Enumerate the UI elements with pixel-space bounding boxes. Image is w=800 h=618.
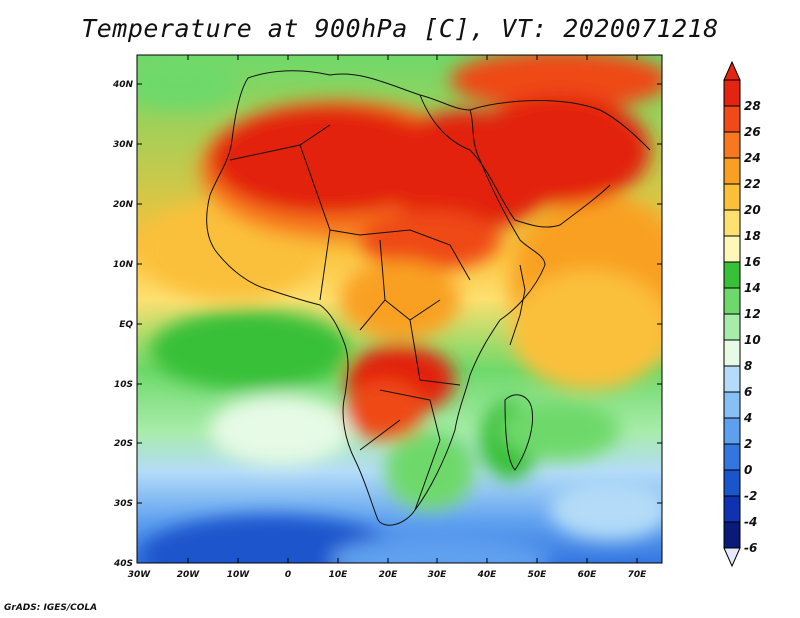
lat-label: EQ (119, 320, 133, 330)
lat-label: 30N (113, 140, 134, 150)
lon-label: 0 (285, 570, 291, 580)
lon-label: 40E (477, 570, 498, 580)
lat-tick-20S: 20S (114, 439, 662, 449)
colorbar-swatch (723, 261, 741, 289)
lat-tick-30N: 30N (113, 140, 662, 150)
lon-tick-10W: 10W (227, 55, 251, 580)
lat-label: 20N (113, 200, 134, 210)
colorbar-swatch (723, 313, 741, 341)
colorbar-swatch (723, 365, 741, 393)
lon-label: 10W (227, 570, 251, 580)
colorbar-swatch (723, 391, 741, 419)
colorbar-swatch (723, 339, 741, 367)
lon-label: 10E (329, 570, 349, 580)
colorbar-under-arrow (723, 547, 741, 568)
lon-tick-50E: 50E (528, 55, 548, 580)
colorbar-swatch (723, 209, 741, 237)
temperature-field (137, 55, 662, 563)
colorbar-label: 20 (744, 203, 761, 217)
colorbar-swatch (723, 157, 741, 185)
colorbar-label: 14 (744, 281, 761, 295)
lat-label: 40S (113, 559, 133, 569)
lon-tick-20E: 20E (379, 55, 399, 580)
lon-tick-30W: 30W (128, 570, 152, 580)
colorbar-swatch (723, 105, 741, 133)
colorbar-label: -2 (744, 489, 757, 503)
lat-tick-20N: 20N (113, 200, 662, 210)
lon-label: 20W (177, 570, 201, 580)
colorbar-label: 4 (743, 411, 752, 425)
colorbar-label: 10 (744, 333, 761, 347)
colorbar-label: 8 (744, 359, 752, 373)
lon-label: 50E (528, 570, 548, 580)
colorbar-label: 28 (744, 99, 761, 113)
colorbar-swatch (723, 417, 741, 445)
lon-tick-0: 0 (285, 55, 291, 580)
map-frame (136, 54, 663, 564)
colorbar-label: 6 (744, 385, 752, 399)
colorbar-swatch (723, 79, 741, 107)
colorbar-label: -4 (744, 515, 757, 529)
colorbar-label: -6 (744, 541, 757, 555)
colorbar-swatch (723, 183, 741, 211)
colorbar-label: 18 (744, 229, 761, 243)
lat-tick-40S: 40S (113, 559, 133, 569)
colorbar-label: 16 (744, 255, 761, 269)
lon-label: 60E (578, 570, 598, 580)
colorbar-over-arrow (723, 60, 741, 81)
lat-tick-30S: 30S (114, 499, 662, 509)
lon-label: 20E (379, 570, 399, 580)
lat-tick-40N: 40N (112, 80, 662, 90)
lat-tick-10S: 10S (114, 380, 662, 390)
lon-tick-10E: 10E (329, 55, 349, 580)
colorbar-swatch (723, 131, 741, 159)
map-title: Temperature at 900hPa [C], VT: 202007121… (81, 14, 719, 43)
latitude-axis: 40N 30N 20N 10N EQ 10S 20S 30S 40S (112, 80, 662, 569)
lat-label: 20S (114, 439, 133, 449)
colorbar-swatch (723, 521, 741, 549)
lat-label: 40N (112, 80, 134, 90)
lon-tick-20W: 20W (177, 55, 201, 580)
colorbar-label: 22 (744, 177, 761, 191)
colorbar-label: 2 (744, 437, 752, 451)
lon-label: 30E (428, 570, 448, 580)
colorbar-swatch (723, 287, 741, 315)
lon-tick-30E: 30E (428, 55, 448, 580)
colorbar-swatch (723, 235, 741, 263)
lon-tick-60E: 60E (578, 55, 598, 580)
colorbar-swatch (723, 469, 741, 497)
lon-tick-40E: 40E (477, 55, 498, 580)
colorbar-label: 24 (744, 151, 761, 165)
lon-label: 70E (628, 570, 648, 580)
colorbar-label: 0 (744, 463, 752, 477)
lat-label: 10N (113, 260, 134, 270)
coastlines (206, 70, 651, 526)
lat-label: 30S (114, 499, 133, 509)
lon-label: 30W (128, 570, 152, 580)
grads-credit: GrADS: IGES/COLA (4, 603, 98, 613)
lon-tick-70E: 70E (628, 55, 648, 580)
lat-tick-eq: EQ (119, 320, 662, 330)
colorbar-label: 12 (744, 307, 761, 321)
colorbar-label: 26 (744, 125, 761, 139)
colorbar-swatch (723, 443, 741, 471)
lat-label: 10S (114, 380, 133, 390)
lat-tick-10N: 10N (113, 260, 662, 270)
colorbar-swatch (723, 495, 741, 523)
longitude-axis: 30W 20W 10W 0 10E 20E 30E 40E 50E 60E 70… (128, 55, 647, 580)
